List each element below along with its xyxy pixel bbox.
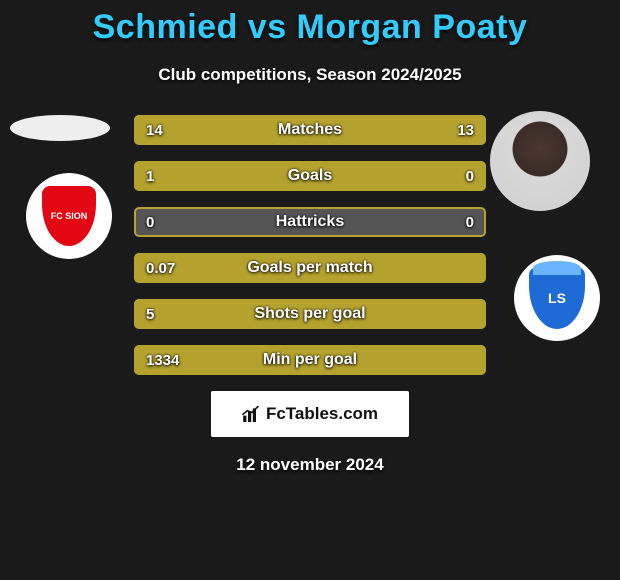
page-subtitle: Club competitions, Season 2024/2025 [0,65,620,85]
stat-row: Matches14 13 [134,115,486,145]
stat-label: Min per goal [134,345,486,375]
main-area: FC SION LS Matches1413Goals10Hattricks00… [0,115,620,375]
shield-icon: LS [529,267,585,329]
stat-value-left: 14 [146,115,163,145]
stat-value-right: 0 [466,161,474,191]
page-title: Schmied vs Morgan Poaty [0,8,620,47]
club-badge-right: LS [514,255,600,341]
stat-value-left: 1334 [146,345,179,375]
chart-icon [242,406,262,422]
shield-icon: FC SION [42,186,96,246]
stat-bars: Matches1413Goals10Hattricks00Goals per m… [134,115,486,375]
stat-value-left: 1 [146,161,154,191]
stat-value-left: 5 [146,299,154,329]
comparison-card: Schmied vs Morgan Poaty Club competition… [0,0,620,580]
stat-label: Goals per match [134,253,486,283]
stat-label: Goals [134,161,486,191]
date-line: 12 november 2024 [0,455,620,475]
stat-value-left: 0 [146,207,154,237]
stat-row: Shots per goal5 [134,299,486,329]
stat-row: Goals1 0 [134,161,486,191]
branding-label: FcTables.com [266,404,378,424]
stat-label: Shots per goal [134,299,486,329]
stat-row: Hattricks0 0 [134,207,486,237]
player-photo-left [10,115,110,141]
stat-label: Matches [134,115,486,145]
branding-badge: FcTables.com [211,391,409,437]
stat-label: Hattricks [134,207,486,237]
stat-row: Min per goal1334 [134,345,486,375]
player-photo-right [490,111,590,211]
stat-value-left: 0.07 [146,253,175,283]
stat-value-right: 13 [457,115,474,145]
club-badge-left: FC SION [26,173,112,259]
stat-value-right: 0 [466,207,474,237]
stat-row: Goals per match0.07 [134,253,486,283]
